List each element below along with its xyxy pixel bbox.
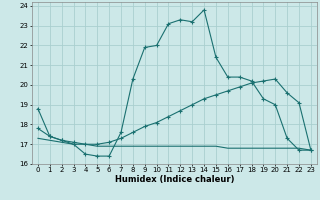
X-axis label: Humidex (Indice chaleur): Humidex (Indice chaleur)	[115, 175, 234, 184]
